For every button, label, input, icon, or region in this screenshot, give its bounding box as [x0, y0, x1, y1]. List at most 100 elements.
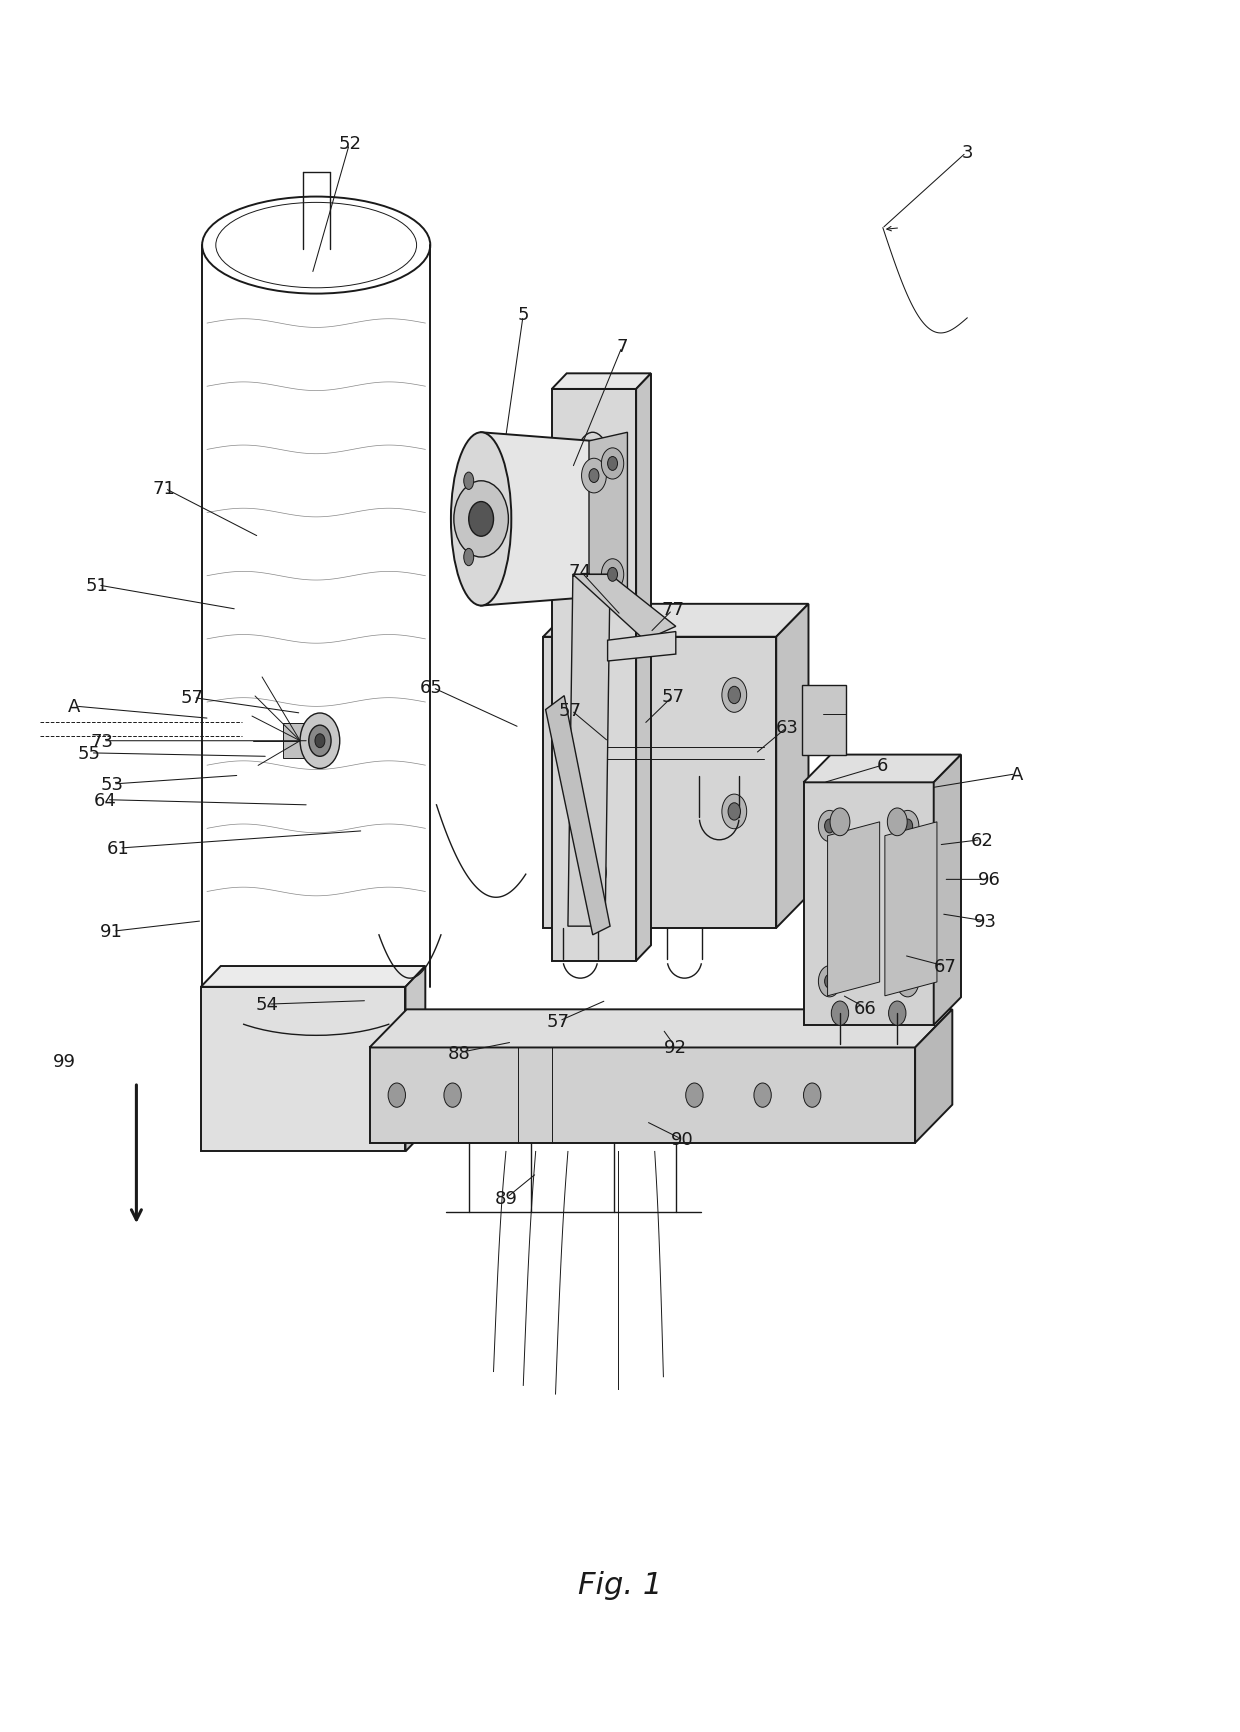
Text: 92: 92 [665, 1039, 687, 1057]
Circle shape [573, 679, 598, 714]
Text: 57: 57 [559, 701, 582, 719]
Polygon shape [589, 433, 627, 606]
Text: 71: 71 [153, 480, 175, 497]
Text: 57: 57 [181, 689, 203, 707]
Polygon shape [201, 966, 425, 987]
Polygon shape [804, 783, 934, 1025]
Text: 5: 5 [517, 307, 529, 324]
Circle shape [897, 966, 919, 998]
Polygon shape [552, 390, 636, 961]
Text: 89: 89 [495, 1190, 517, 1207]
Circle shape [897, 811, 919, 842]
Text: 57: 57 [662, 688, 684, 705]
Ellipse shape [565, 433, 620, 606]
Polygon shape [405, 966, 425, 1152]
Text: 63: 63 [776, 719, 799, 736]
Circle shape [818, 966, 841, 998]
Circle shape [608, 457, 618, 471]
Text: 66: 66 [854, 999, 877, 1017]
Text: 54: 54 [255, 996, 278, 1013]
Text: 52: 52 [339, 135, 361, 152]
Polygon shape [370, 1010, 952, 1048]
Circle shape [722, 679, 746, 714]
Text: 96: 96 [978, 871, 1001, 889]
Polygon shape [827, 823, 879, 996]
Text: 99: 99 [53, 1053, 76, 1070]
Circle shape [582, 459, 606, 494]
Polygon shape [201, 987, 405, 1152]
Circle shape [573, 795, 598, 830]
Text: 67: 67 [934, 958, 956, 975]
Text: 91: 91 [100, 923, 123, 940]
Text: 90: 90 [671, 1131, 693, 1148]
Circle shape [728, 804, 740, 821]
Text: A: A [68, 698, 81, 715]
Polygon shape [568, 575, 610, 927]
Circle shape [888, 809, 908, 837]
Circle shape [582, 856, 606, 890]
Text: 74: 74 [569, 563, 591, 580]
Circle shape [579, 688, 591, 705]
Circle shape [686, 1084, 703, 1108]
Circle shape [608, 568, 618, 582]
Polygon shape [481, 433, 593, 606]
Polygon shape [776, 604, 808, 928]
Polygon shape [543, 604, 808, 637]
Circle shape [818, 811, 841, 842]
Circle shape [601, 449, 624, 480]
Circle shape [903, 819, 913, 833]
Circle shape [469, 502, 494, 537]
Circle shape [830, 809, 849, 837]
Circle shape [582, 592, 606, 627]
Circle shape [589, 469, 599, 483]
Polygon shape [283, 724, 316, 759]
Text: 61: 61 [107, 840, 129, 857]
Polygon shape [370, 1048, 915, 1143]
Circle shape [825, 975, 835, 989]
Text: 64: 64 [94, 792, 117, 809]
Ellipse shape [464, 473, 474, 490]
Circle shape [589, 603, 599, 617]
Circle shape [804, 1084, 821, 1108]
Text: 53: 53 [100, 776, 123, 793]
Circle shape [579, 804, 591, 821]
Circle shape [728, 688, 740, 705]
Text: 73: 73 [91, 733, 113, 750]
Polygon shape [804, 755, 961, 783]
Text: A: A [1011, 766, 1023, 783]
Circle shape [309, 726, 331, 757]
Text: 65: 65 [420, 679, 443, 696]
Text: 88: 88 [448, 1044, 470, 1062]
Polygon shape [543, 637, 776, 928]
Text: 93: 93 [975, 913, 997, 930]
Polygon shape [802, 686, 846, 755]
Circle shape [388, 1084, 405, 1108]
Ellipse shape [464, 549, 474, 566]
Polygon shape [573, 575, 676, 641]
Polygon shape [636, 374, 651, 961]
Circle shape [825, 819, 835, 833]
Circle shape [601, 559, 624, 591]
Circle shape [315, 734, 325, 748]
Polygon shape [608, 632, 676, 662]
Polygon shape [934, 755, 961, 1025]
Text: 77: 77 [662, 601, 684, 618]
Circle shape [589, 734, 599, 748]
Circle shape [582, 724, 606, 759]
Circle shape [444, 1084, 461, 1108]
Text: 55: 55 [78, 745, 100, 762]
Text: 51: 51 [86, 577, 108, 594]
Polygon shape [885, 823, 937, 996]
Polygon shape [915, 1010, 952, 1143]
Polygon shape [546, 696, 610, 935]
Polygon shape [552, 374, 651, 390]
Circle shape [889, 1001, 906, 1025]
Circle shape [454, 481, 508, 558]
Circle shape [722, 795, 746, 830]
Circle shape [831, 1001, 848, 1025]
Text: 3: 3 [961, 144, 973, 161]
Circle shape [903, 975, 913, 989]
Text: 7: 7 [616, 338, 629, 355]
Text: Fig. 1: Fig. 1 [578, 1571, 662, 1599]
Ellipse shape [451, 433, 511, 606]
